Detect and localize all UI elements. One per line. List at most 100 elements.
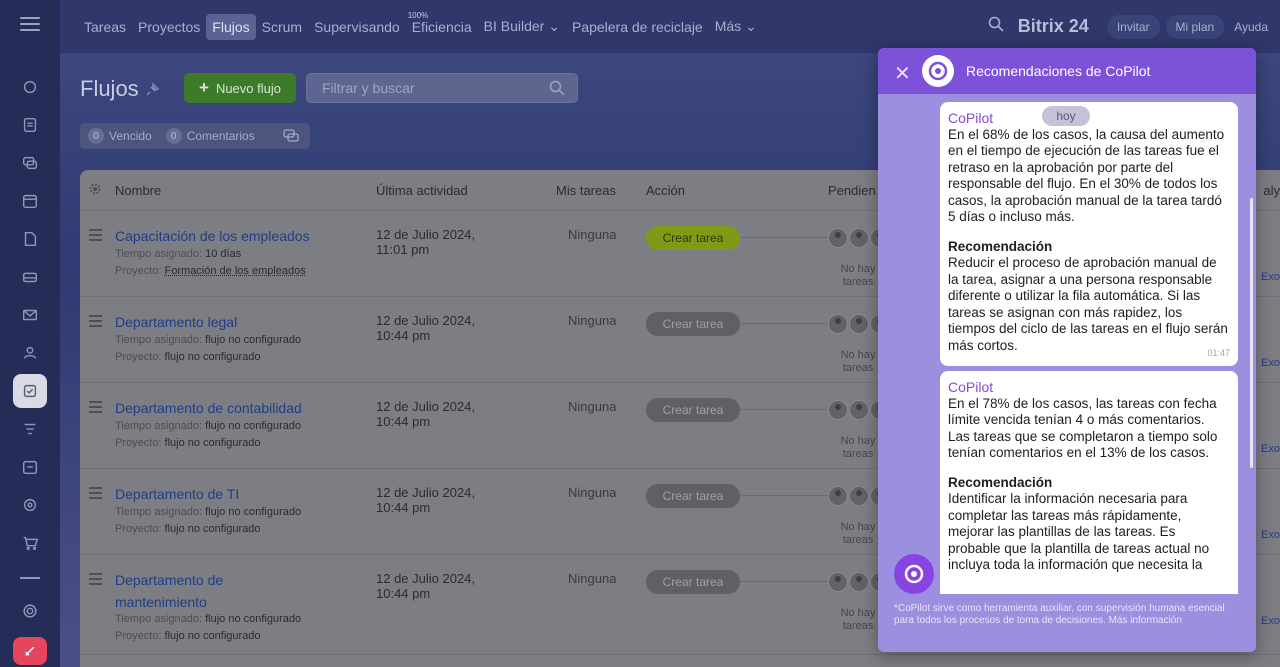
- search-input[interactable]: Filtrar y buscar: [306, 73, 578, 103]
- left-sidebar: [0, 0, 60, 667]
- project-link[interactable]: Formación de los empleados: [164, 265, 306, 277]
- counter-comments[interactable]: 0 Comentarios: [165, 128, 255, 144]
- feed-icon[interactable]: [13, 70, 47, 104]
- contacts-icon[interactable]: [13, 336, 47, 370]
- tab-flujos[interactable]: Flujos: [206, 13, 256, 40]
- assigned-time-label: Tiempo asignado:: [115, 613, 203, 625]
- flow-name-link[interactable]: Departamento de mantenimiento: [115, 572, 224, 610]
- target-icon[interactable]: [13, 488, 47, 522]
- recommendation-text: Identificar la información necesaria par…: [948, 491, 1210, 572]
- drag-handle-icon[interactable]: [89, 487, 102, 502]
- page-title: Flujos: [80, 76, 139, 101]
- help-link[interactable]: Ayuda: [1234, 19, 1268, 34]
- flow-name-link[interactable]: Departamento de contabilidad: [115, 400, 302, 416]
- flow-name-link[interactable]: Capacitación de los empleados: [115, 228, 310, 244]
- pin-icon[interactable]: [146, 82, 160, 96]
- activity-time: 10:44 pm: [376, 328, 431, 343]
- cart-icon[interactable]: [13, 526, 47, 560]
- gear-icon[interactable]: [89, 183, 101, 198]
- tasks-icon[interactable]: [13, 374, 47, 408]
- last-activity: 12 de Julio 2024, 10:44 pm: [376, 399, 475, 429]
- tab-proyectos[interactable]: Proyectos: [138, 18, 201, 35]
- table-row: Departamento de mantenimiento Tiempo asi…: [80, 555, 1280, 655]
- drag-handle-icon[interactable]: [89, 315, 102, 330]
- chat-icon[interactable]: [13, 146, 47, 180]
- flow-name-link[interactable]: Departamento de TI: [115, 486, 240, 502]
- column-my-tasks[interactable]: Mis tareas: [556, 183, 616, 198]
- divider: [740, 237, 830, 238]
- create-task-button[interactable]: Crear tarea: [646, 398, 740, 422]
- new-flow-button[interactable]: + Nuevo flujo: [184, 73, 296, 103]
- counter-overdue[interactable]: 0 Vencido: [88, 128, 152, 144]
- tab-papelera[interactable]: Papelera de reciclaje: [571, 18, 703, 35]
- drag-handle-icon[interactable]: [89, 229, 102, 244]
- funnel-icon[interactable]: [13, 412, 47, 446]
- last-activity: 12 de Julio 2024, 10:44 pm: [376, 313, 475, 343]
- column-last-activity[interactable]: Última actividad: [376, 183, 468, 198]
- news-icon[interactable]: [13, 108, 47, 142]
- column-name[interactable]: Nombre: [115, 183, 162, 198]
- project-value: flujo no configurado: [164, 630, 261, 642]
- avatar: [849, 400, 869, 420]
- create-task-button[interactable]: Crear tarea: [646, 226, 740, 250]
- tab-tareas[interactable]: Tareas: [84, 18, 127, 35]
- my-tasks-value: Ninguna: [568, 571, 617, 586]
- recommendation-title: Recomendación: [948, 238, 1053, 254]
- search-icon[interactable]: [988, 16, 1004, 37]
- analysis-link[interactable]: Exo: [1261, 271, 1280, 283]
- rocket-icon[interactable]: [13, 637, 47, 665]
- divider: [740, 581, 830, 582]
- search-placeholder: Filtrar y buscar: [322, 80, 415, 96]
- assigned-time-label: Tiempo asignado:: [115, 334, 203, 346]
- assigned-time-label: Tiempo asignado:: [115, 420, 203, 432]
- activity-date: 12 de Julio 2024,: [376, 313, 476, 328]
- mail-icon[interactable]: [13, 298, 47, 332]
- table-row: Departamento de TI Tiempo asignado: fluj…: [80, 469, 1280, 555]
- tab-mas-label: Más: [714, 18, 742, 34]
- my-plan-button[interactable]: Mi plan: [1165, 14, 1225, 39]
- copilot-message: CoPilot En el 68% de los casos, la causa…: [940, 102, 1238, 366]
- column-pending[interactable]: Pendien: [828, 183, 876, 198]
- calendar-icon[interactable]: [13, 184, 47, 218]
- settings-icon[interactable]: [13, 594, 47, 628]
- avatar: [828, 572, 848, 592]
- drag-handle-icon[interactable]: [89, 401, 102, 416]
- tab-bi-builder[interactable]: BI Builder ⌄: [478, 13, 566, 40]
- my-tasks-value: Ninguna: [568, 227, 617, 242]
- tab-supervisando[interactable]: Supervisando: [314, 18, 400, 35]
- create-task-button[interactable]: Crear tarea: [646, 570, 740, 594]
- sidebar-divider: [20, 577, 40, 579]
- table-header: Nombre Última actividad Mis tareas Acció…: [80, 170, 1280, 211]
- analysis-link[interactable]: Exo: [1261, 357, 1280, 369]
- project-value: flujo no configurado: [164, 523, 261, 535]
- invite-button[interactable]: Invitar: [1106, 14, 1160, 39]
- tab-eficiencia-label: Eficiencia: [411, 18, 472, 35]
- menu-icon[interactable]: [20, 17, 40, 35]
- tab-scrum[interactable]: Scrum: [261, 18, 303, 35]
- analysis-link[interactable]: Exo: [1261, 443, 1280, 455]
- tab-mas[interactable]: Más ⌄: [709, 13, 763, 40]
- search-icon[interactable]: [549, 80, 565, 96]
- create-task-button[interactable]: Crear tarea: [646, 312, 740, 336]
- analysis-link[interactable]: Exo: [1261, 529, 1280, 541]
- drive-icon[interactable]: [13, 260, 47, 294]
- flow-name-link[interactable]: Departamento legal: [115, 314, 238, 330]
- close-icon[interactable]: ✕: [894, 63, 911, 85]
- scrollbar[interactable]: [1250, 198, 1253, 468]
- create-task-button[interactable]: Crear tarea: [646, 484, 740, 508]
- column-action[interactable]: Acción: [646, 183, 686, 198]
- assigned-time: Tiempo asignado: 10 días: [115, 248, 241, 260]
- analysis-link[interactable]: Exo: [1261, 615, 1280, 627]
- copilot-logo-icon: [922, 55, 954, 87]
- brand-logo[interactable]: Bitrix 24: [1017, 16, 1089, 36]
- tab-eficiencia[interactable]: 100% Eficiencia: [406, 11, 478, 40]
- comments-icon[interactable]: [283, 129, 299, 143]
- avatar: [828, 486, 848, 506]
- copilot-title: Recomendaciones de CoPilot: [966, 63, 1151, 79]
- message-text: En el 78% de los casos, las tareas con f…: [948, 395, 1218, 461]
- drag-handle-icon[interactable]: [89, 573, 102, 588]
- document-icon[interactable]: [13, 222, 47, 256]
- column-analysis[interactable]: aly: [1263, 183, 1280, 198]
- pending-text: No hay tareas: [840, 607, 876, 632]
- schedule-icon[interactable]: [13, 450, 47, 484]
